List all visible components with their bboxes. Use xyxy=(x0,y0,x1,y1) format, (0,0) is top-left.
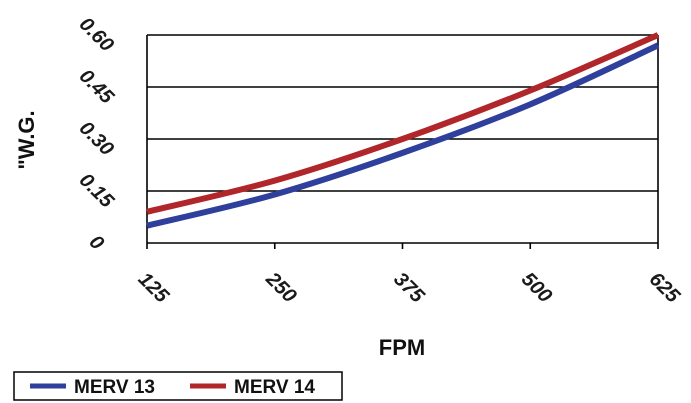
legend-label-merv-13: MERV 13 xyxy=(74,377,155,398)
y-axis-ticks: 0 0.15 0.30 0.45 0.60 xyxy=(75,13,119,254)
y-tick-label-4: 0.60 xyxy=(75,13,118,56)
series-line-merv-13 xyxy=(146,42,660,229)
y-tick-label-2: 0.30 xyxy=(75,117,118,160)
y-tick-label-1: 0.15 xyxy=(75,169,119,213)
legend-box xyxy=(13,371,343,401)
y-tick-label-0: 0 xyxy=(85,231,108,254)
legend-label-merv-14: MERV 14 xyxy=(234,377,315,398)
x-tick-label-2: 375 xyxy=(389,268,429,308)
y-tick-label-3: 0.45 xyxy=(75,65,119,109)
series-line-merv-14 xyxy=(146,32,660,215)
series-lines xyxy=(146,32,660,229)
x-tick-label-4: 625 xyxy=(645,268,685,308)
x-axis-ticks: 125 250 375 500 625 xyxy=(134,267,685,307)
x-tick-label-0: 125 xyxy=(134,268,174,308)
x-tick-label-3: 500 xyxy=(517,268,556,307)
y-axis-title: "W.G. xyxy=(14,110,39,169)
x-tick-label-1: 250 xyxy=(261,267,301,307)
legend: MERV 13 MERV 14 xyxy=(13,371,343,401)
x-axis-title: FPM xyxy=(379,335,425,360)
